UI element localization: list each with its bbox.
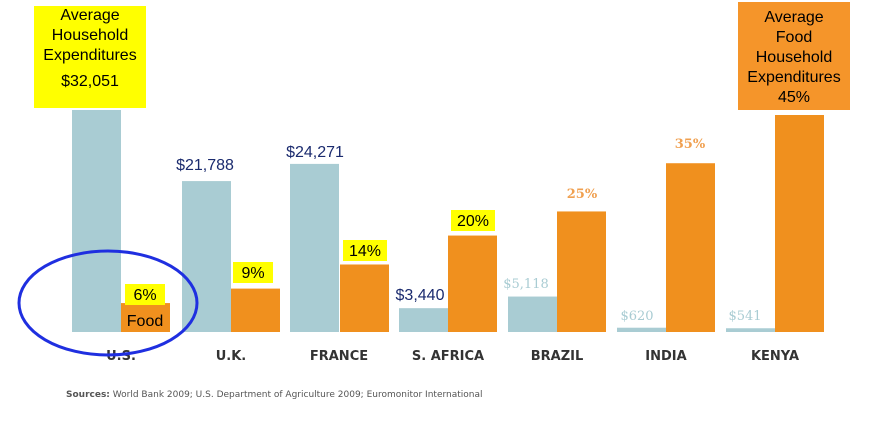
expenditure-bar	[508, 296, 557, 332]
expenditure-bar	[290, 163, 339, 332]
food-value-label: 20%	[457, 213, 489, 230]
category-label: INDIA	[645, 349, 686, 364]
food-value-highlight	[125, 284, 165, 305]
food-value-label: 25%	[567, 187, 598, 202]
expenditure-value-label: $620	[620, 309, 653, 324]
expenditure-bar	[399, 308, 448, 332]
food-value-label: 9%	[241, 265, 264, 282]
expenditure-value-label: $21,788	[176, 157, 234, 174]
expenditure-bar	[72, 110, 121, 332]
callout-average-food-expenditures: Average Food Household Expenditures 45%	[738, 2, 850, 110]
callout-right-value: 45%	[777, 89, 811, 106]
food-value-label: 35%	[675, 137, 706, 152]
callout-right-line: Food	[775, 29, 813, 46]
food-bar	[448, 235, 497, 332]
expenditure-bar	[726, 328, 775, 332]
food-bar	[340, 264, 389, 332]
callout-right-bg	[738, 2, 850, 110]
food-series-label: Food	[127, 313, 163, 330]
category-label: FRANCE	[310, 349, 368, 364]
callout-right-line: Expenditures	[747, 69, 841, 86]
callout-left-line: Average	[60, 7, 120, 24]
category-label: U.K.	[216, 349, 247, 364]
callout-left-bg	[34, 6, 146, 108]
food-value-label: 14%	[349, 243, 381, 260]
expenditure-value-label: $3,440	[396, 287, 445, 304]
expenditure-value-label: $5,118	[503, 277, 549, 292]
us-circle-annotation	[17, 249, 199, 357]
callout-right-line: Household	[755, 49, 833, 66]
food-bar	[121, 303, 170, 332]
food-bar	[775, 115, 824, 332]
sources-note: Sources: World Bank 2009; U.S. Departmen…	[66, 390, 483, 400]
callout-average-household-expenditures: Average Household Expenditures $32,051	[34, 6, 146, 108]
food-value-label: 6%	[133, 287, 156, 304]
callout-left-value: $32,051	[61, 73, 119, 90]
category-label: U.S.	[106, 349, 136, 364]
sources-label: Sources:	[66, 390, 110, 400]
expenditure-value-label: $24,271	[286, 144, 344, 161]
food-value-highlight	[451, 210, 495, 231]
expenditure-value-label: $541	[728, 309, 761, 324]
category-label: BRAZIL	[531, 349, 584, 364]
expenditure-bar	[617, 327, 666, 332]
callout-left-line: Expenditures	[43, 47, 137, 64]
food-bar	[557, 211, 606, 332]
callout-right-line: Average	[764, 9, 824, 26]
category-label: KENYA	[751, 349, 799, 364]
food-value-highlight	[343, 240, 387, 261]
category-label: S. AFRICA	[412, 349, 484, 364]
food-bar	[666, 163, 715, 332]
food-value-highlight	[233, 262, 273, 283]
food-bar	[231, 288, 280, 332]
callout-left-line: Household	[51, 27, 129, 44]
sources-text: World Bank 2009; U.S. Department of Agri…	[109, 390, 483, 400]
expenditure-bar	[182, 181, 231, 332]
